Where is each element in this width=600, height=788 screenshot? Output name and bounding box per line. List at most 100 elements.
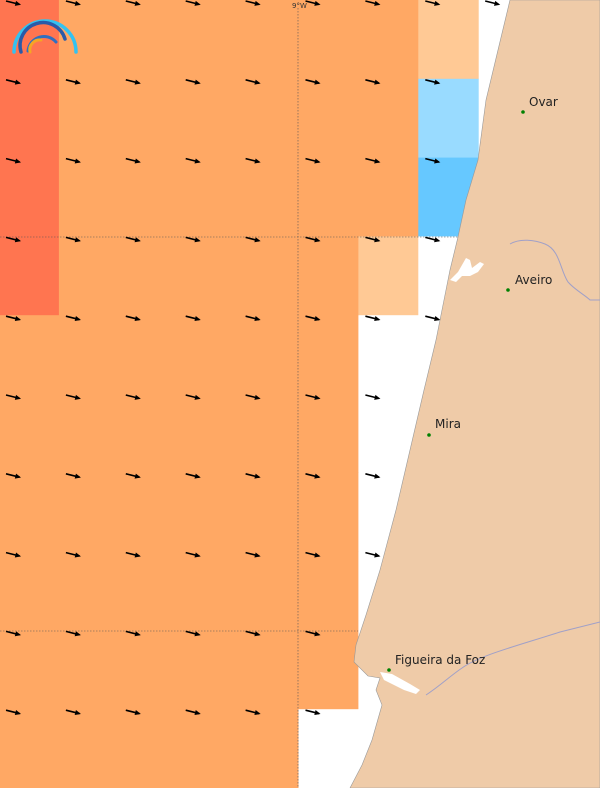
wind-arrow	[5, 0, 22, 6]
wind-arrow	[305, 709, 321, 716]
wind-arrow	[5, 473, 22, 479]
data-cell	[238, 0, 299, 80]
wind-arrow	[65, 551, 81, 558]
wind-arrow	[65, 315, 81, 322]
wind-arrow	[125, 79, 141, 85]
wind-arrow	[65, 473, 81, 479]
wind-arrow	[365, 394, 381, 400]
data-cell	[118, 630, 180, 710]
wind-arrow	[125, 394, 141, 400]
data-cell	[58, 78, 120, 159]
data-cell	[298, 551, 359, 631]
wind-arrow	[305, 630, 321, 637]
data-cell	[358, 157, 419, 237]
wind-arrow	[5, 157, 22, 164]
city-aveiro[interactable]: Aveiro	[506, 273, 552, 292]
graticule: 9°W	[0, 2, 458, 788]
city-mira[interactable]: Mira	[427, 417, 461, 437]
data-cell	[298, 236, 359, 316]
data-cell	[178, 0, 240, 80]
data-cell	[58, 630, 120, 710]
data-cell	[238, 78, 299, 159]
wind-arrow	[185, 394, 201, 400]
river-mondego	[425, 621, 600, 696]
wind-arrow	[365, 157, 381, 164]
data-cell	[58, 315, 120, 395]
wind-arrow	[305, 315, 321, 322]
data-cell	[0, 551, 60, 631]
wind-arrow	[305, 79, 321, 85]
data-cell	[0, 472, 60, 553]
wind-arrow	[5, 394, 22, 400]
data-cell	[0, 157, 60, 237]
data-cell	[58, 709, 120, 788]
wind-arrow	[365, 79, 381, 85]
wind-arrow	[365, 473, 381, 479]
data-cell	[238, 157, 299, 237]
data-cell	[238, 472, 299, 553]
wind-arrow	[245, 630, 261, 637]
wind-arrow	[305, 394, 321, 400]
data-cell	[0, 709, 60, 788]
data-cell	[238, 394, 299, 474]
data-cell	[178, 78, 240, 159]
data-cell	[178, 157, 240, 237]
data-cell	[298, 315, 359, 395]
wind-arrow	[305, 157, 321, 164]
data-cell	[358, 315, 419, 395]
data-cell	[118, 709, 180, 788]
data-cell	[58, 472, 120, 553]
wind-arrow	[245, 709, 261, 716]
data-cell	[178, 315, 240, 395]
wind-arrow	[125, 0, 141, 6]
city-ovar[interactable]: Ovar	[521, 95, 558, 114]
wind-arrow	[365, 551, 381, 558]
wind-arrow	[305, 236, 321, 243]
data-cell	[238, 630, 299, 710]
wind-arrow	[245, 315, 261, 322]
aveiro-lagoon	[450, 258, 484, 282]
wind-arrow	[65, 394, 81, 400]
data-cell	[118, 78, 180, 159]
data-cell	[298, 0, 359, 80]
city-dot	[387, 668, 391, 672]
data-cell	[358, 236, 419, 316]
wind-arrow	[365, 0, 381, 6]
city-label: Figueira da Foz	[395, 653, 485, 667]
data-cell	[58, 551, 120, 631]
wind-arrow	[305, 0, 321, 6]
wind-arrow	[185, 315, 201, 322]
graticule-label-9w: 9°W	[292, 2, 307, 10]
wind-arrow	[365, 315, 381, 322]
wind-arrow	[5, 79, 22, 85]
wind-arrow	[125, 473, 141, 479]
data-cell	[178, 394, 240, 474]
data-cell	[58, 236, 120, 316]
wind-arrows	[5, 0, 501, 716]
city-dot	[506, 288, 510, 292]
wind-arrow	[245, 0, 261, 6]
data-cell	[118, 0, 180, 80]
wind-arrow	[5, 236, 22, 243]
wind-arrow	[185, 0, 201, 6]
data-cell	[298, 157, 359, 237]
data-cell	[418, 0, 479, 80]
data-cell	[0, 0, 60, 80]
data-cell	[298, 472, 359, 553]
data-cell	[118, 315, 180, 395]
wind-arrow	[305, 473, 321, 479]
city-figueira-da-foz[interactable]: Figueira da Foz	[387, 653, 485, 672]
wind-arrow	[125, 709, 141, 716]
wind-arrow	[185, 551, 201, 558]
data-cell	[178, 630, 240, 710]
data-cell	[178, 709, 240, 788]
data-cell	[178, 472, 240, 553]
data-cell	[418, 78, 479, 159]
wind-arrow	[125, 551, 141, 558]
wind-arrow	[5, 551, 22, 558]
wind-arrow	[245, 394, 261, 400]
data-cell	[118, 551, 180, 631]
wind-arrow	[185, 473, 201, 479]
